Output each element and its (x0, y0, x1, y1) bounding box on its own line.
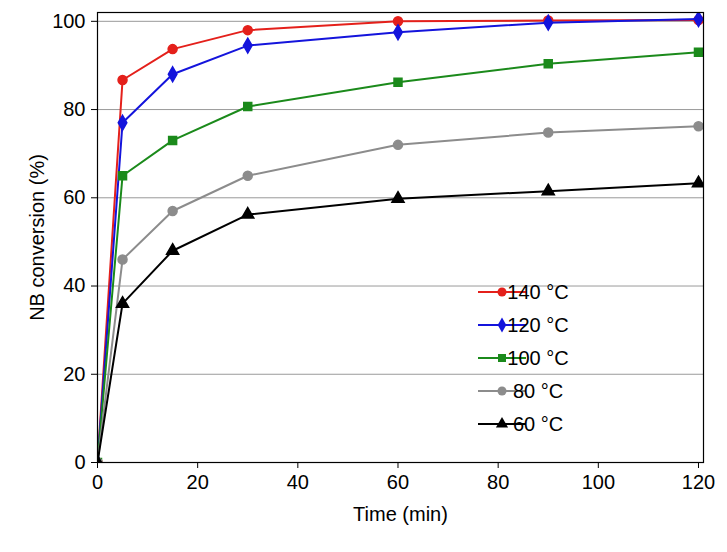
svg-text:60 °C: 60 °C (513, 413, 563, 435)
svg-text:140 °C: 140 °C (507, 281, 568, 303)
svg-text:100 °C: 100 °C (507, 347, 568, 369)
svg-text:120 °C: 120 °C (507, 314, 568, 336)
svg-text:80: 80 (487, 471, 509, 493)
svg-text:20: 20 (63, 363, 85, 385)
svg-text:80 °C: 80 °C (513, 380, 563, 402)
svg-text:20: 20 (187, 471, 209, 493)
svg-text:60: 60 (387, 471, 409, 493)
svg-text:120: 120 (682, 471, 715, 493)
svg-text:0: 0 (92, 471, 103, 493)
svg-text:60: 60 (63, 186, 85, 208)
svg-text:100: 100 (52, 10, 85, 32)
svg-text:80: 80 (63, 98, 85, 120)
svg-text:NB conversion (%): NB conversion (%) (26, 154, 48, 321)
svg-text:40: 40 (287, 471, 309, 493)
svg-text:Time (min): Time (min) (353, 503, 448, 525)
svg-text:100: 100 (582, 471, 615, 493)
svg-text:0: 0 (74, 451, 85, 473)
svg-text:40: 40 (63, 274, 85, 296)
